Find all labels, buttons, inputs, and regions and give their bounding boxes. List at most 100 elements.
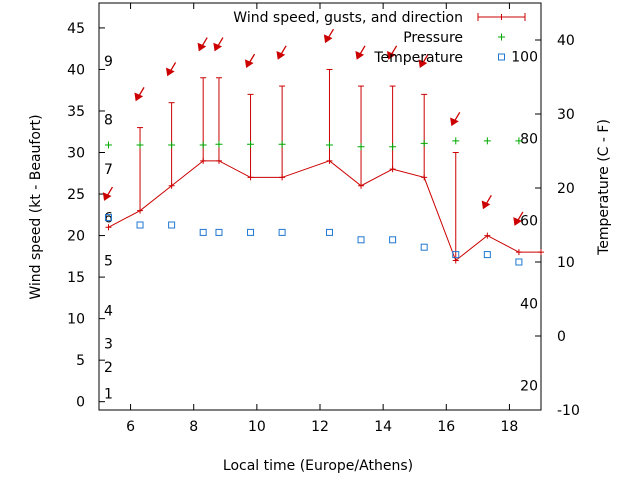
y-tick-label: 5 [76,353,85,369]
x-tick-label: 8 [189,419,198,435]
y-tick-label: 40 [67,62,85,78]
wind-speed-point [137,207,144,214]
wind-speed-point [515,249,522,256]
temperature-point [278,228,286,236]
arrow-head [450,117,459,127]
arrow-head [213,42,223,52]
wind-speed-point [452,257,459,264]
x-tick-label: 12 [311,419,329,435]
arrow-head [102,192,112,201]
y2-tick-label: 20 [557,181,575,197]
temperature-point [247,228,255,236]
wind-speed-point [389,166,396,173]
wind-speed-point [247,174,254,181]
wind-direction-arrow [165,62,177,77]
temperature-point [483,251,491,259]
wind-speed-point [358,182,365,189]
beaufort-label: 6 [104,210,113,226]
beaufort-label: 2 [104,360,113,376]
x-tick-label: 18 [501,419,519,435]
axis-ticks: 6 8 10 12 14 16 18051015202530354045-100102030… [67,3,580,435]
wind-direction-arrow [450,111,461,127]
temperature-point [325,228,333,236]
fahrenheit-label: 100 [511,49,538,65]
wind-direction-arrow [323,28,335,44]
y2-tick-label: 10 [557,255,575,271]
legend-label: Temperature [373,50,463,66]
y2-tick-label: 40 [557,33,575,49]
fahrenheit-label: 80 [520,131,538,147]
arrow-head [481,200,491,210]
pressure-point [325,141,333,149]
beaufort-label: 7 [104,162,113,178]
wind-speed-point [105,224,112,231]
wind-speed-point [484,232,491,239]
wind-direction-arrow [481,195,492,210]
wind-speed-point [215,157,222,164]
wind-speed-point [200,157,207,164]
legend-swatch-point [498,14,505,20]
pressure-point [215,140,223,148]
fahrenheit-label: 40 [520,296,538,312]
wind-speed-point [538,249,544,256]
legend-swatch-plus [498,33,505,41]
wind-direction-arrow [134,87,145,102]
y-tick-label: 0 [76,395,85,411]
y-axis-title: Wind speed (kt - Beaufort) [28,114,44,299]
pressure-point [136,141,144,149]
legend-label: Wind speed, gusts, and direction [233,10,463,26]
x-tick-label: 14 [374,419,392,435]
wind-speed-point [421,174,428,181]
beaufort-label: 8 [104,112,113,128]
temperature-point [515,258,523,266]
wind-direction-arrow [213,37,224,52]
wind-direction-arrow [102,186,114,201]
pressure-point [452,137,460,145]
arrow-head [244,59,254,68]
temperature-point [215,228,223,236]
x-tick-label: 6 [126,419,135,435]
fahrenheit-label: 20 [520,379,538,395]
y-tick-label: 45 [67,21,85,37]
y2-tick-label: 30 [557,107,575,123]
legend: Wind speed, gusts, and direction Pressure… [233,10,526,66]
x-axis-title: Local time (Europe/Athens) [223,458,413,474]
beaufort-label: 1 [104,386,113,402]
wind-direction-arrow [244,53,256,68]
wind-speed-point [279,174,286,181]
y-tick-label: 30 [67,146,85,162]
wind-direction-arrow [355,45,366,60]
beaufort-label: 3 [104,337,113,353]
y-tick-label: 20 [67,229,85,245]
wind-speed-point [168,182,175,189]
pressure-point [168,141,176,149]
temperature-point [168,221,176,229]
pressure-point [357,143,365,151]
y-tick-label: 15 [67,270,85,286]
pressure-point [247,140,255,148]
x-tick-label: 10 [248,419,266,435]
arrow-head [165,67,175,77]
arrow-head [134,92,144,102]
pressure-point [483,137,491,145]
wind-direction-arrow [418,53,429,68]
wind-speed-point [326,157,333,164]
pressure-point [389,143,397,151]
legend-label: Pressure [403,30,463,46]
arrow-head [513,217,522,226]
series-layer [102,28,544,266]
beaufort-label: 5 [104,253,113,269]
beaufort-label: 9 [104,54,113,70]
arrow-head [323,34,333,44]
fahrenheit-label: 60 [520,214,538,230]
pressure-point [515,137,523,145]
wind-speed-line [108,160,541,262]
y2-axis-title: Temperature (C - F) [596,119,612,256]
temperature-point [389,236,397,244]
wind-direction-arrow [386,45,398,60]
temperature-point [420,243,428,251]
temperature-point [452,251,460,259]
arrow-head [276,51,286,60]
